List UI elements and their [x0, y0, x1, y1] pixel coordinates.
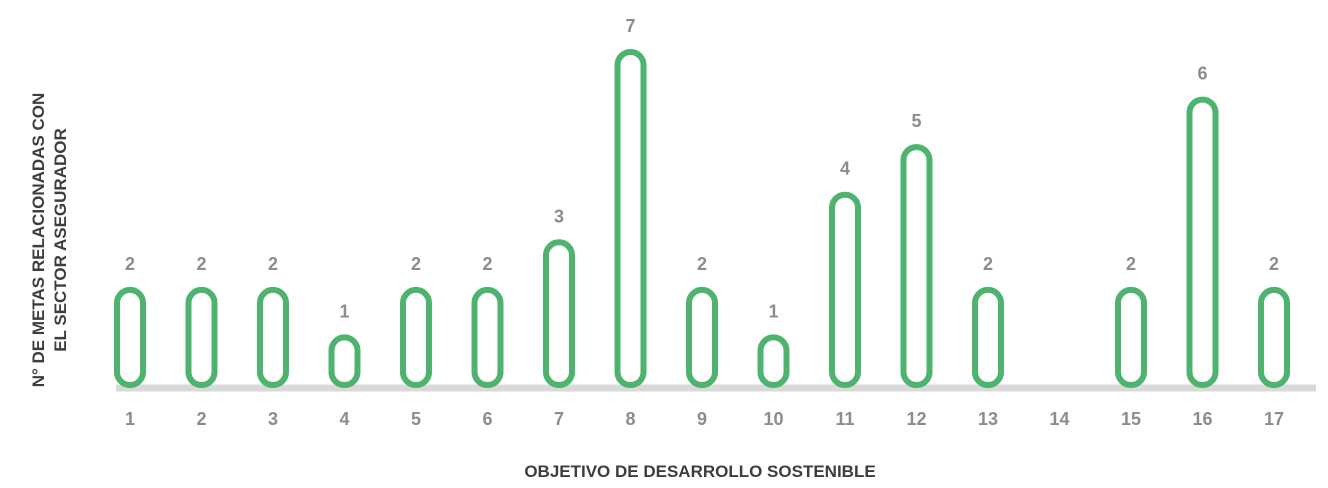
bars-group: [114, 49, 1290, 388]
data-label-11: 4: [840, 159, 850, 179]
y-axis-title: N° DE METAS RELACIONADAS CON EL SECTOR A…: [29, 93, 70, 388]
data-label-3: 2: [268, 254, 278, 274]
x-tick-label-11: 11: [835, 409, 854, 429]
y-axis-title-line-2: EL SECTOR ASEGURADOR: [51, 128, 70, 352]
data-label-7: 3: [554, 206, 564, 226]
data-label-15: 2: [1126, 254, 1136, 274]
bar-16: [1186, 96, 1219, 388]
x-tick-label-14: 14: [1049, 409, 1069, 429]
x-tick-label-4: 4: [339, 409, 349, 429]
x-tick-label-5: 5: [411, 409, 421, 429]
data-label-13: 2: [983, 254, 993, 274]
bar-15: [1115, 286, 1147, 388]
x-tick-label-16: 16: [1192, 409, 1212, 429]
x-tick-label-9: 9: [697, 409, 707, 429]
x-tick-label-1: 1: [125, 409, 135, 429]
x-tick-label-10: 10: [763, 409, 783, 429]
x-tick-label-8: 8: [625, 409, 635, 429]
data-label-4: 1: [339, 301, 349, 321]
x-tick-label-6: 6: [482, 409, 492, 429]
data-label-10: 1: [768, 301, 778, 321]
data-label-5: 2: [411, 254, 421, 274]
bar-8: [614, 49, 647, 388]
bar-6: [471, 286, 504, 388]
x-tick-labels-group: 1 2 3 4 5 6 7 8 9 10 11 12 13 14 15 16 17: [125, 409, 1284, 429]
bar-12: [900, 144, 933, 388]
data-label-16: 6: [1197, 64, 1207, 84]
x-tick-label-13: 13: [978, 409, 998, 429]
bar-9: [686, 286, 718, 388]
data-label-1: 2: [125, 254, 135, 274]
data-label-17: 2: [1269, 254, 1279, 274]
x-tick-label-12: 12: [906, 409, 926, 429]
data-label-6: 2: [482, 254, 492, 274]
data-label-9: 2: [697, 254, 707, 274]
bar-11: [829, 191, 861, 388]
x-tick-label-17: 17: [1264, 409, 1284, 429]
data-label-8: 7: [625, 16, 635, 36]
x-tick-label-7: 7: [554, 409, 564, 429]
bar-17: [1258, 286, 1290, 388]
bar-2: [185, 286, 218, 388]
bar-13: [972, 286, 1004, 388]
bar-1: [114, 286, 146, 388]
data-label-2: 2: [196, 254, 206, 274]
data-labels-group: 2 2 2 1 2 2 3 7 2 1 4 5 2 2 6 2: [125, 16, 1279, 321]
x-tick-label-2: 2: [196, 409, 206, 429]
x-tick-label-3: 3: [268, 409, 278, 429]
bar-7: [543, 239, 575, 388]
bar-10: [757, 334, 790, 388]
bar-3: [257, 286, 289, 388]
x-axis-title: OBJETIVO DE DESARROLLO SOSTENIBLE: [524, 462, 875, 481]
bar-4: [328, 334, 361, 388]
x-tick-label-15: 15: [1121, 409, 1141, 429]
y-axis-title-line-1: N° DE METAS RELACIONADAS CON: [29, 93, 48, 388]
bar-5: [400, 286, 432, 388]
data-label-12: 5: [911, 111, 921, 131]
